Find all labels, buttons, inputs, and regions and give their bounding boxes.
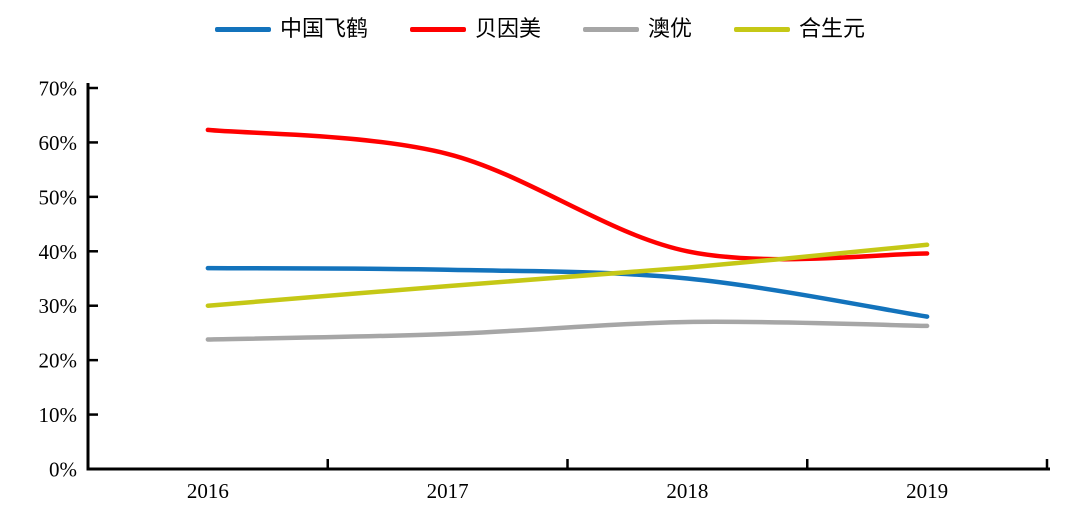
- x-tick-label: 2017: [427, 479, 469, 503]
- legend-label: 澳优: [648, 16, 693, 41]
- legend-item-ausnutria: 澳优: [583, 18, 692, 40]
- legend-item-feihe: 中国飞鹤: [214, 16, 368, 41]
- y-tick-label: 30%: [39, 294, 78, 318]
- series-line-0: [205, 265, 930, 319]
- legend-line-swatch-icon: [409, 26, 466, 32]
- series-line-1: [205, 127, 930, 262]
- x-tick-label: 2019: [906, 479, 948, 503]
- x-tick-label: 2016: [187, 479, 229, 503]
- y-tick-label: 10%: [39, 403, 78, 427]
- y-tick-label: 20%: [39, 349, 78, 373]
- legend-line-swatch-icon: [214, 26, 271, 32]
- legend-line-swatch-icon: [583, 26, 639, 32]
- legend-label: 合生元: [799, 16, 866, 41]
- legend-label: 中国飞鹤: [279, 16, 368, 41]
- y-tick-label: 60%: [39, 131, 78, 155]
- legend-item-biostime: 合生元: [734, 18, 865, 40]
- legend-item-beingmate: 贝因美: [409, 16, 541, 41]
- legend-line-swatch-icon: [734, 26, 791, 32]
- y-tick-label: 70%: [39, 77, 78, 101]
- legend-label: 贝因美: [474, 16, 541, 41]
- series-line-2: [205, 319, 930, 342]
- x-tick-label: 2018: [666, 479, 708, 503]
- axis-lines: [86, 83, 1050, 471]
- y-tick-label: 40%: [39, 240, 78, 264]
- y-tick-label: 50%: [39, 185, 78, 209]
- y-tick-label: 0%: [49, 458, 77, 482]
- series-line-3: [205, 242, 930, 308]
- chart-legend: 中国飞鹤 贝因美 澳优 合生元: [0, 18, 1080, 40]
